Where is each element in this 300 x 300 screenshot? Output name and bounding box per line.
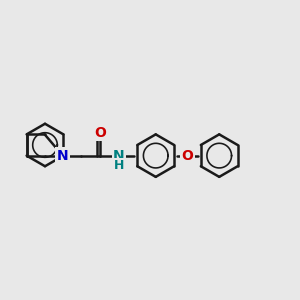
Text: N: N bbox=[113, 148, 125, 163]
Text: N: N bbox=[57, 148, 68, 163]
Text: O: O bbox=[182, 148, 194, 163]
Text: O: O bbox=[94, 126, 106, 140]
Text: H: H bbox=[114, 159, 124, 172]
